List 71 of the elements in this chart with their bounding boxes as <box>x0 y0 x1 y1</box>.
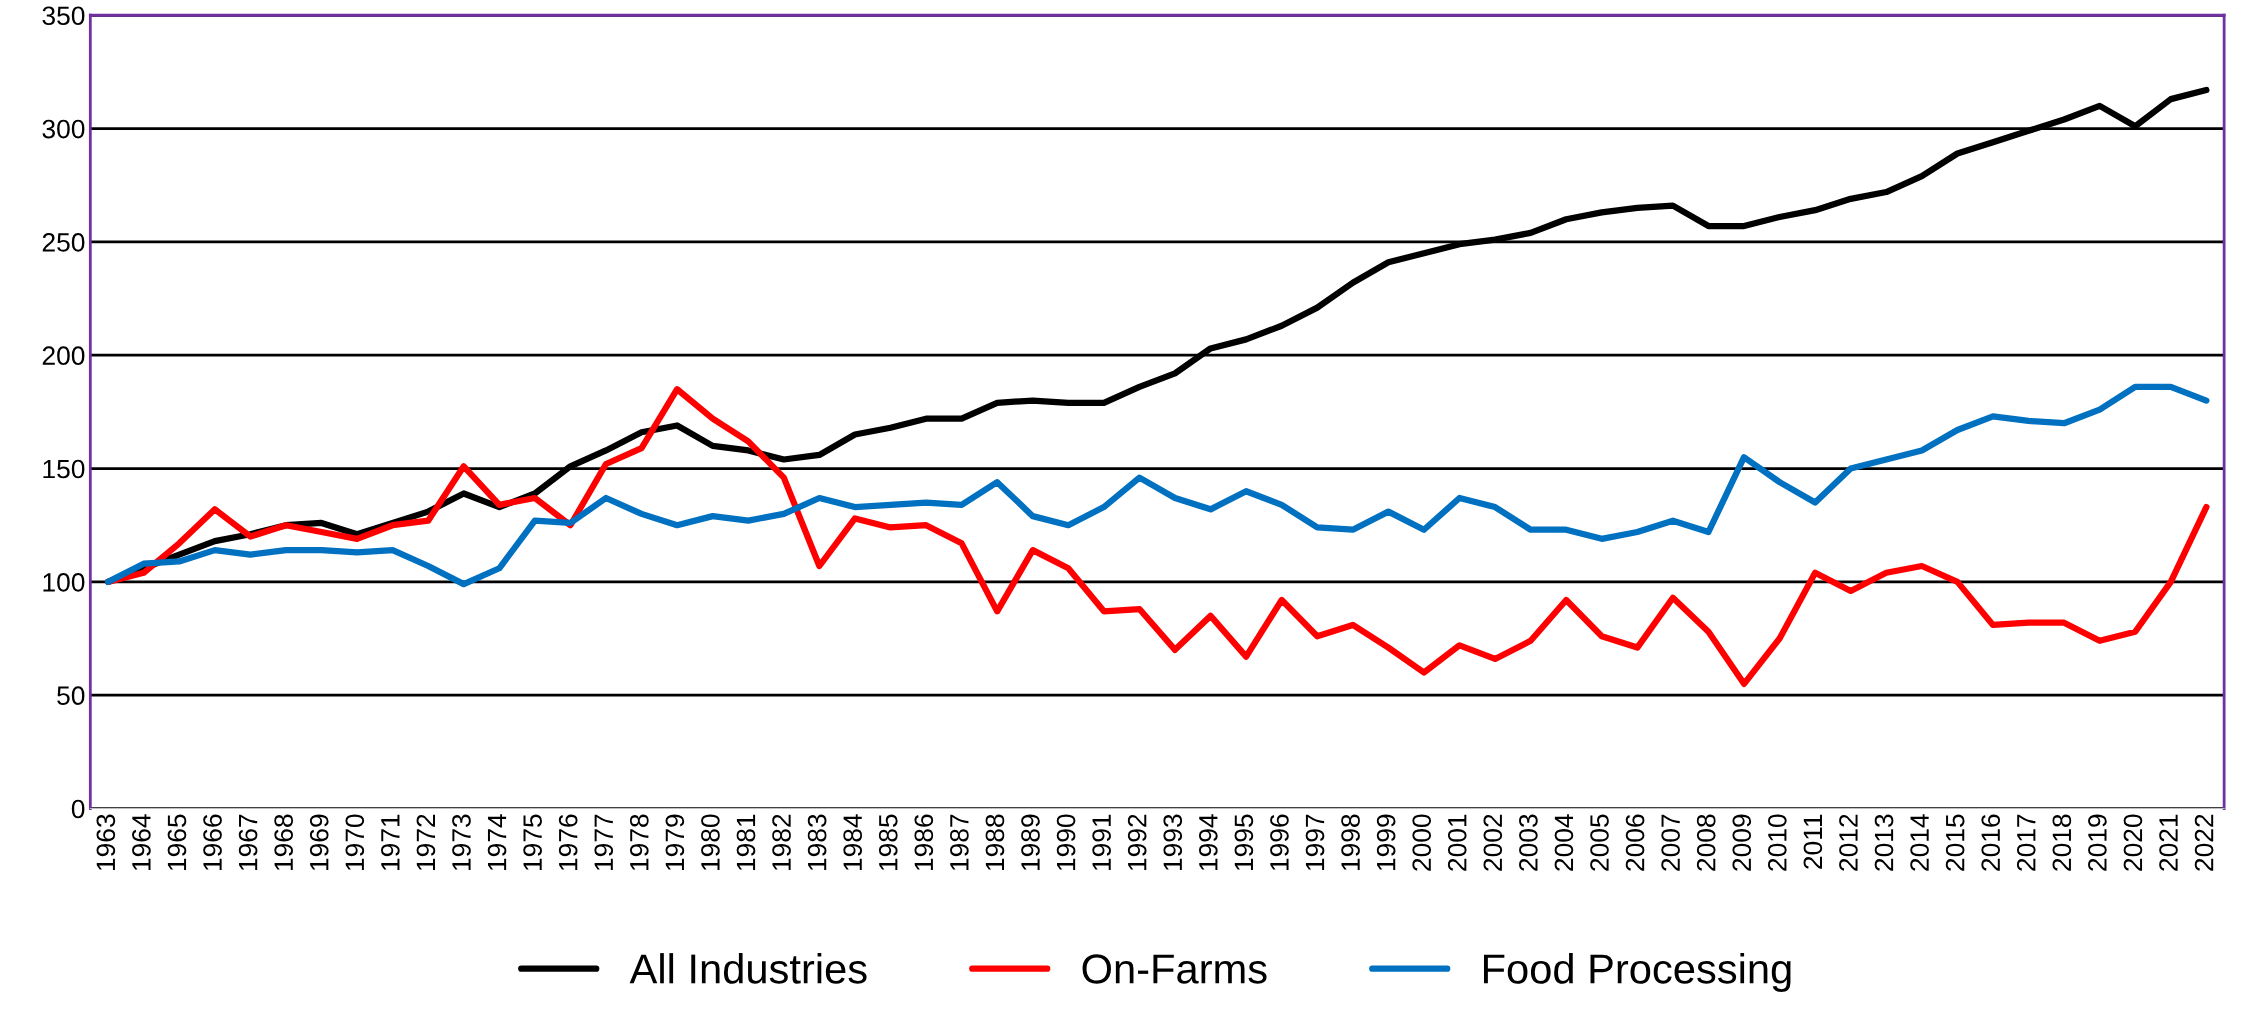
x-tick-label: 2016 <box>1981 814 2001 871</box>
x-tick-label: 2009 <box>1732 814 1752 871</box>
x-tick-label: 1982 <box>772 814 791 871</box>
x-tick-label: 1968 <box>274 814 293 871</box>
y-tick-label: 250 <box>42 233 85 252</box>
x-tick-label: 1988 <box>985 814 1005 871</box>
x-tick-label: 1987 <box>950 814 969 871</box>
x-tick-label: 1974 <box>487 814 507 871</box>
x-tick-label: 2017 <box>2016 814 2036 871</box>
y-tick-label: 300 <box>42 119 85 139</box>
x-tick-label: 2001 <box>1447 814 1467 871</box>
x-tick-label: 1995 <box>1234 814 1254 871</box>
x-tick-label: 1967 <box>238 814 258 871</box>
x-tick-label: 2002 <box>1483 814 1503 871</box>
x-tick-label: 1972 <box>416 814 436 871</box>
x-tick-label: 1985 <box>878 814 898 871</box>
x-tick-label: 1964 <box>132 814 151 871</box>
x-tick-label: 1993 <box>1163 814 1183 871</box>
x-tick-label: 2008 <box>1696 814 1716 871</box>
y-tick-label: 100 <box>43 573 85 592</box>
x-tick-label: 1983 <box>807 814 827 871</box>
x-tick-label: 2021 <box>2159 814 2178 871</box>
x-tick-label: 1999 <box>1376 814 1396 871</box>
x-tick-label: 1970 <box>345 814 365 871</box>
x-tick-label: 1966 <box>203 814 222 871</box>
y-tick-label: 200 <box>42 346 85 366</box>
x-tick-label: 2012 <box>1839 814 1858 871</box>
x-tick-label: 1978 <box>629 814 649 871</box>
x-tick-label: 2018 <box>2052 814 2072 871</box>
x-tick-label: 2007 <box>1661 814 1680 871</box>
x-tick-label: 1984 <box>843 814 863 871</box>
x-tick-label: 2015 <box>1945 814 1965 871</box>
x-tick-label: 2003 <box>1519 814 1538 871</box>
x-tick-label: 2014 <box>1910 814 1929 871</box>
x-tick-label: 2010 <box>1767 814 1787 871</box>
x-tick-label: 1976 <box>558 814 578 871</box>
x-tick-label: 1994 <box>1198 814 1218 871</box>
x-tick-label: 2000 <box>1412 814 1432 871</box>
legend-label: All Industries <box>629 953 867 984</box>
x-tick-label: 2020 <box>2123 814 2143 871</box>
x-tick-label: 1975 <box>523 814 542 871</box>
x-tick-label: 2022 <box>2194 814 2214 871</box>
x-tick-label: 1991 <box>1092 814 1111 871</box>
x-tick-label: 1990 <box>1056 814 1076 871</box>
x-tick-label: 2006 <box>1625 814 1645 871</box>
x-tick-label: 1981 <box>736 814 756 871</box>
x-tick-label: 2004 <box>1554 814 1574 871</box>
x-tick-label: 2019 <box>2088 814 2107 871</box>
x-tick-label: 1969 <box>309 814 329 871</box>
x-tick-label: 1965 <box>167 814 187 871</box>
x-tick-label: 1992 <box>1127 814 1147 871</box>
x-tick-label: 1963 <box>96 814 116 871</box>
x-tick-label: 2013 <box>1874 814 1894 871</box>
y-tick-label: 0 <box>71 799 85 819</box>
x-tick-label: 2011 <box>1803 814 1823 869</box>
x-tick-label: 2005 <box>1590 814 1609 871</box>
legend-label: Food Processing <box>1483 953 1791 992</box>
y-tick-label: 50 <box>57 686 85 706</box>
x-tick-label: 1977 <box>594 814 614 871</box>
x-tick-label: 1989 <box>1021 814 1040 871</box>
legend-label: On-Farms <box>1082 954 1267 984</box>
y-tick-label: 150 <box>43 459 85 479</box>
x-tick-label: 1973 <box>452 814 471 871</box>
x-tick-label: 1998 <box>1341 814 1360 871</box>
y-tick-label: 350 <box>42 6 85 26</box>
x-tick-label: 1986 <box>914 814 934 871</box>
x-tick-label: 1971 <box>381 814 400 871</box>
x-tick-label: 1979 <box>665 814 685 871</box>
x-tick-label: 1980 <box>701 814 720 871</box>
x-tick-label: 1997 <box>1305 814 1325 871</box>
x-tick-label: 1996 <box>1270 814 1289 871</box>
